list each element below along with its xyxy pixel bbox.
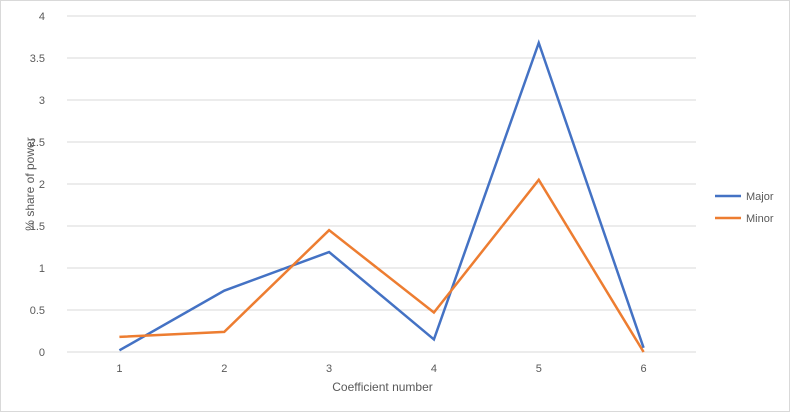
x-tick-label: 4	[431, 363, 437, 375]
x-axis-title: Coefficient number	[332, 380, 433, 394]
x-tick-label: 2	[221, 363, 227, 375]
x-tick-label: 1	[116, 363, 122, 375]
y-tick-label: 0	[39, 347, 45, 359]
series-lines	[119, 43, 643, 352]
y-tick-label: 2	[39, 179, 45, 191]
y-tick-label: 3.5	[30, 53, 45, 65]
y-tick-label: 4	[39, 11, 45, 23]
legend: Major Minor	[715, 191, 774, 225]
y-tick-label: 1	[39, 263, 45, 275]
x-axis-tick-labels: 1 2 3 4 5 6	[116, 363, 646, 375]
legend-label-minor: Minor	[746, 213, 774, 225]
legend-label-major: Major	[746, 191, 774, 203]
x-tick-label: 3	[326, 363, 332, 375]
series-line-major	[119, 43, 643, 350]
y-tick-label: 0.5	[30, 305, 45, 317]
x-tick-label: 6	[641, 363, 647, 375]
x-tick-label: 5	[536, 363, 542, 375]
y-axis-title: % share of power	[23, 137, 37, 230]
gridlines	[67, 16, 696, 352]
series-line-minor	[119, 180, 643, 352]
y-tick-label: 3	[39, 95, 45, 107]
